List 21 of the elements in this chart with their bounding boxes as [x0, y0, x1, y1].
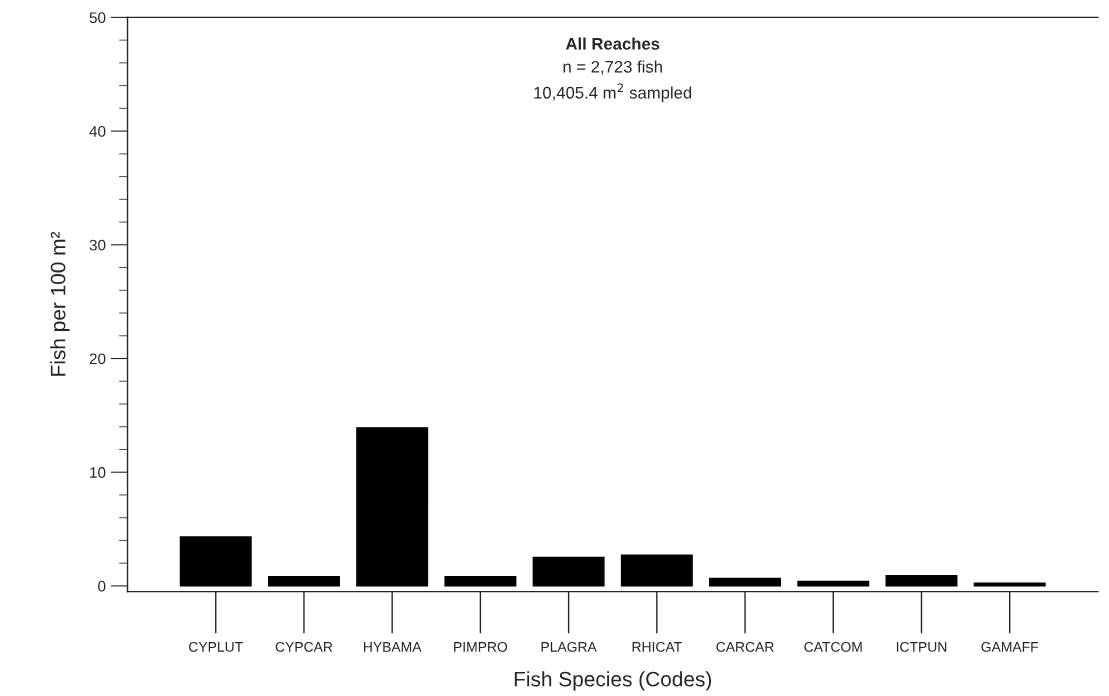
- annotation: 10,405.4 m$^{2}$ sampled: [534, 83, 692, 102]
- x-tick-label: CYPLUT: [189, 641, 243, 652]
- y-tick-label: 50: [89, 12, 106, 24]
- y-tick-label: 10: [90, 467, 106, 478]
- y-tick-label: 0: [98, 580, 106, 592]
- x-tick-label: CARCAR: [716, 641, 774, 652]
- y-tick-label: 30: [89, 239, 106, 251]
- y-tick-label: 20: [89, 353, 106, 365]
- x-tick-label: PIMPRO: [454, 641, 508, 652]
- x-axis-title: Fish Species (Codes): [514, 671, 712, 691]
- x-tick-label: GAMAFF: [981, 641, 1039, 652]
- x-tick-label: PLAGRA: [541, 641, 597, 652]
- x-tick-label: RHICAT: [632, 641, 682, 652]
- x-tick-label: HYBAMA: [363, 642, 422, 652]
- x-tick-label: CYPCAR: [275, 641, 333, 652]
- y-tick-label: 40: [89, 125, 106, 137]
- x-tick-label: ICTPUN: [896, 641, 947, 652]
- y-axis-title: Fish per 100 m²: [50, 231, 70, 376]
- annotation: n = 2,723 fish: [563, 60, 662, 75]
- text: All Reaches: [565, 37, 660, 50]
- x-tick-label: CATCOM: [804, 641, 862, 652]
